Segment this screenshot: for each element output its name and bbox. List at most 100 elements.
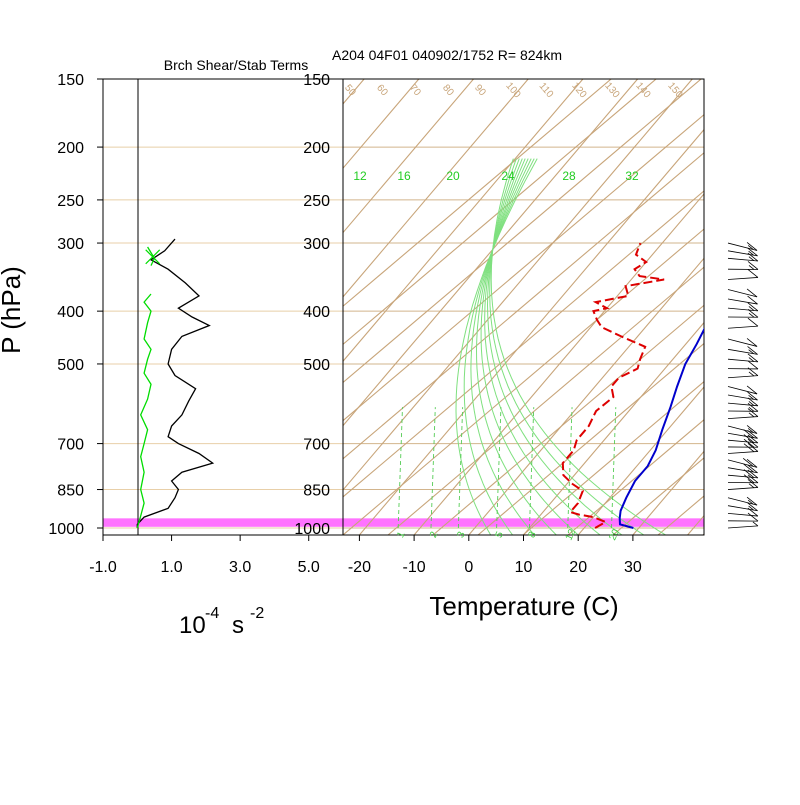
wind-barb [728,346,758,354]
wind-barb [728,338,757,346]
wind-barb [728,470,758,478]
dry-adiabat-line [523,0,800,535]
wind-barb-half-flag [749,372,754,376]
wind-barb-half-flag [749,484,754,488]
wind-barb [728,361,758,369]
mixing-ratio-label: 1 [395,530,408,540]
pressure-tick-label: 850 [303,483,330,500]
potential-temp-label: 50 [342,83,358,99]
pressure-tick-label: 150 [57,72,84,89]
temperature-x-tick-label: 20 [569,559,587,576]
pressure-tick-label: 300 [303,236,330,253]
mixing-ratio-label: 12 [564,527,579,542]
shear-series-line-2 [137,294,151,528]
wind-barb [728,479,758,489]
units-unit: s [232,612,244,639]
temperature-x-ticks: -20 -10 0 10 20 30 [348,535,642,576]
dry-adiabat-line [658,0,800,535]
potential-temp-label: 120 [569,80,588,100]
wind-barb [728,458,757,467]
pressure-tick-label: 1000 [48,521,84,538]
wind-barb-staff [728,277,758,279]
potential-temp-label: 60 [374,83,390,99]
wind-barb [728,354,758,362]
dry-adiabat-line [343,0,800,535]
isotherm-label: 28 [562,169,576,183]
wind-barb [728,513,758,521]
shear-x-tick-label: 3.0 [229,559,251,576]
wind-barb [728,289,757,297]
shear-series-group [137,239,212,528]
skewt-panel-title: A204 04F01 040902/1752 R= 824km [332,47,562,63]
dry-adiabat-line [208,0,800,535]
mixing-ratio-label: 5 [494,530,507,540]
isotherm-label: 20 [446,169,460,183]
temperature-x-tick-label: 0 [464,559,473,576]
wind-barb [728,522,758,528]
shear-x-tick-label: 5.0 [298,559,320,576]
wind-barb-staff [728,513,758,516]
wind-barb [728,425,757,433]
potential-temp-label: 100 [503,80,522,100]
pressure-tick-label: 250 [303,193,330,210]
pressure-tick-label: 1000 [294,521,330,538]
shear-units-label: 10 -4 s -2 [179,605,264,639]
pressure-tick-label: 200 [303,140,330,157]
potential-temp-label: 90 [472,83,488,99]
pressure-tick-label: 400 [57,304,84,321]
isotherm-label: 16 [397,169,411,183]
dry-adiabat-line [568,0,800,535]
units-unit-exp: -2 [250,605,264,622]
temperature-x-tick-label: -10 [403,559,426,576]
wind-barb [728,242,757,250]
temperature-x-tick-label: 10 [515,559,533,576]
wind-barb [728,253,758,261]
wind-barb [728,464,758,473]
wind-barb [728,296,758,304]
wind-barb [728,508,758,516]
mixing-ratio-label: 8 [526,530,539,540]
wind-barb [728,303,758,311]
wind-barb [728,386,757,394]
wind-barb [728,318,758,328]
wind-barb-flag [748,318,758,326]
units-base-exp: -4 [205,605,219,622]
shear-panel-title: Brch Shear/Stab Terms [164,57,308,73]
wind-barb [728,269,758,279]
mixing-ratio-line [611,407,615,528]
potential-temp-label: 150 [665,80,684,100]
mixing-ratio-label: 3 [455,530,468,540]
wind-barbs [728,242,758,528]
pressure-tick-label: 500 [57,357,84,374]
pressure-tick-label: 400 [303,304,330,321]
shear-x-tick-label: 1.0 [160,559,182,576]
pressure-tick-label: 700 [303,437,330,454]
shear-x-ticks: -1.0 1.0 3.0 5.0 [89,535,320,576]
wind-barb-staff [728,299,758,304]
mixing-ratio-line [431,407,435,528]
pressure-tick-label: 500 [303,357,330,374]
pressure-tick-label: 300 [57,236,84,253]
temperature-x-tick-label: -20 [348,559,371,576]
pressure-tick-label: 150 [303,72,330,89]
potential-temp-label: 70 [407,83,423,99]
shear-x-tick-label: -1.0 [89,559,117,576]
wind-barb [728,409,758,419]
dry-adiabat-line [793,0,800,535]
potential-temp-label: 140 [633,80,652,100]
wind-barb-staff [728,326,758,328]
moist-adiabat-line [485,159,600,535]
wind-barb-flag [748,479,758,487]
pressure-tick-label: 200 [57,140,84,157]
wind-barb-flag [748,269,758,277]
wind-barb-flag [744,444,754,452]
potential-temp-label: 80 [440,83,456,99]
temperature-x-tick-label: 30 [624,559,642,576]
wind-barb-half-flag [753,522,758,526]
isotherm-label: 24 [501,169,515,183]
right-pressure-ticks: 150 200 250 300 400 500 700 850 1000 [294,72,330,538]
isotherm-line [742,79,800,535]
wind-barb-staff [728,526,758,528]
